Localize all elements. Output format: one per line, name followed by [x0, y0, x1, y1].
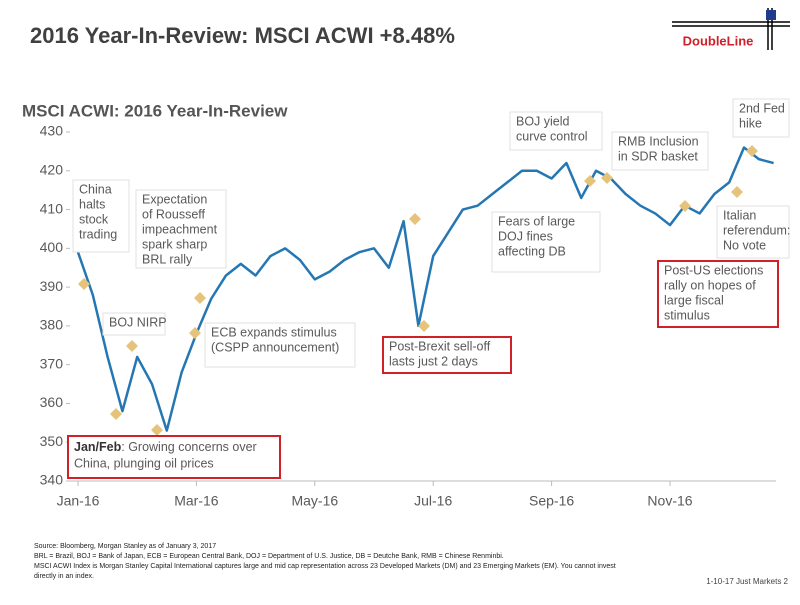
- event-markers: [78, 145, 758, 436]
- annotation-text: stock: [79, 212, 109, 226]
- annotation-text: China: [79, 182, 112, 196]
- annotation-text: Post-Brexit sell-off: [389, 339, 491, 353]
- annotation-text: spark sharp: [142, 237, 207, 251]
- y-tick-label: 380: [40, 317, 64, 333]
- y-tick-label: 350: [40, 433, 64, 449]
- footnote: directly in an index.: [34, 573, 94, 580]
- y-tick-label: 370: [40, 355, 64, 371]
- annotation-bold: Jan/Feb: [74, 440, 122, 454]
- y-tick-label: 410: [40, 200, 64, 216]
- footnotes: Source: Bloomberg, Morgan Stanley as of …: [34, 543, 616, 580]
- annotation-text: Fears of large: [498, 214, 575, 228]
- annotation-text: of Rousseff: [142, 207, 206, 221]
- annotation-box: [72, 179, 130, 253]
- annotation-text: ECB expands stimulus: [211, 325, 337, 339]
- annotation-text: DOJ fines: [498, 229, 553, 243]
- annotation-line: : Growing concerns over: [121, 440, 256, 454]
- annotation-text: stimulus: [664, 308, 710, 322]
- annotation-text: curve control: [516, 129, 588, 143]
- x-tick-label: Nov-16: [647, 493, 692, 509]
- annotation-box: [204, 322, 356, 368]
- annotation-text: (CSPP announcement): [211, 340, 339, 354]
- annotation-text: Jan/Feb: Growing concerns over: [74, 440, 257, 454]
- series-line: [76, 146, 774, 432]
- annotation-text: trading: [79, 227, 117, 241]
- page-number: 1-10-17 Just Markets 2: [706, 577, 788, 586]
- annotation-text: in SDR basket: [618, 149, 698, 163]
- x-tick-label: Mar-16: [174, 493, 219, 509]
- annotation-box: [382, 336, 512, 374]
- annotation-text: rally on hopes of: [664, 278, 756, 292]
- chart-title: MSCI ACWI: 2016 Year-In-Review: [22, 101, 288, 120]
- annotation-text: lasts just 2 days: [389, 354, 478, 368]
- x-tick-label: May-16: [291, 493, 338, 509]
- annotation-box: [716, 205, 790, 259]
- annotation-text: China, plunging oil prices: [74, 456, 214, 470]
- y-tick-label: 390: [40, 278, 64, 294]
- slide-title: 2016 Year-In-Review: MSCI ACWI +8.48%: [30, 23, 455, 48]
- annotation-text: RMB Inclusion: [618, 134, 699, 148]
- annotation-box: [732, 98, 790, 138]
- y-tick-label: 430: [40, 123, 64, 139]
- footnote: Source: Bloomberg, Morgan Stanley as of …: [34, 543, 216, 550]
- annotation-text: Italian: [723, 208, 756, 222]
- annotation-text: affecting DB: [498, 244, 566, 258]
- annotation-text: Expectation: [142, 192, 207, 206]
- annotation-text: No vote: [723, 238, 766, 252]
- footnote: MSCI ACWI Index is Morgan Stanley Capita…: [34, 563, 616, 570]
- annotation-box: [135, 189, 227, 269]
- y-tick-label: 400: [40, 239, 64, 255]
- annotation-box: [611, 131, 709, 171]
- y-tick-label: 360: [40, 394, 64, 410]
- annotation-text: BRL rally: [142, 252, 193, 266]
- y-tick-label: 340: [40, 472, 64, 488]
- annotation-text: BOJ NIRP: [109, 315, 167, 329]
- logo-square: [766, 10, 776, 20]
- y-tick-label: 420: [40, 161, 64, 177]
- annotation-text: BOJ yield: [516, 114, 570, 128]
- plot: 340 350 360 370 380 390 400 410 420 430 Jan-16 Mar-…: [40, 123, 776, 509]
- annotation-box: [509, 111, 603, 151]
- annotation-text: halts: [79, 197, 105, 211]
- annotation-box: [657, 260, 779, 328]
- x-tick-label: Jul-16: [414, 493, 452, 509]
- annotation-text: large fiscal: [664, 293, 724, 307]
- annotation-text: hike: [739, 116, 762, 130]
- annotation-box: [102, 312, 166, 336]
- annotation-text: referendum:: [723, 223, 790, 237]
- annotation-box: [67, 435, 281, 479]
- x-tick-label: Jan-16: [57, 493, 100, 509]
- annotation-text: Post-US elections: [664, 263, 763, 277]
- annotation-box: [491, 211, 601, 273]
- x-tick-label: Sep-16: [529, 493, 574, 509]
- logo: DoubleLine: [683, 33, 754, 48]
- footnote: BRL = Brazil, BOJ = Bank of Japan, ECB =…: [34, 553, 504, 560]
- annotation-text: impeachment: [142, 222, 218, 236]
- annotation-text: 2nd Fed: [739, 101, 785, 115]
